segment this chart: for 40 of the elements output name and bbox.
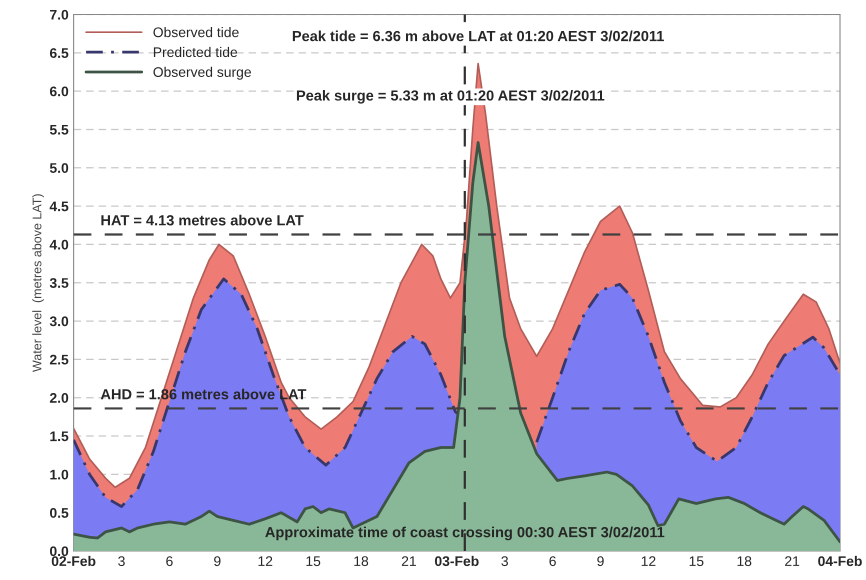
x-tick-label: 04-Feb [818, 556, 862, 566]
x-tick-label: 6 [549, 556, 556, 566]
legend-label: Observed tide [153, 27, 239, 38]
x-tick-label: 3 [118, 556, 125, 566]
y-tick-label: 7.0 [50, 10, 68, 20]
y-tick-label: 0.5 [50, 508, 68, 518]
annotation: Peak surge = 5.33 m at 01:20 AEST 3/02/2011 [296, 90, 604, 104]
y-tick-label: 2.5 [50, 354, 68, 365]
x-tick-label: 18 [738, 556, 752, 566]
y-tick-label: 4.5 [50, 202, 68, 212]
x-tick-label: 9 [597, 556, 604, 566]
x-tick-label: 21 [785, 556, 800, 566]
y-tick-label: 1.0 [50, 470, 68, 480]
ref-line-label: HAT = 4.13 metres above LAT [101, 214, 304, 226]
x-tick-label: 15 [690, 556, 704, 566]
y-tick-label: 5.0 [50, 163, 68, 173]
y-tick-label: 0.0 [50, 546, 68, 556]
y-tick-label: 6.5 [50, 48, 68, 58]
y-axis-title: Water level (metres above LAT) [32, 194, 44, 372]
y-tick-label: 4.0 [50, 240, 68, 250]
legend-label: Predicted tide [154, 46, 238, 58]
y-tick-label: 3.0 [50, 316, 68, 326]
x-tick-label: 18 [354, 556, 368, 566]
x-tick-label: 02-Feb [52, 556, 96, 566]
x-tick-label: 6 [166, 556, 173, 566]
x-tick-label: 12 [642, 556, 656, 566]
y-tick-label: 5.5 [50, 124, 68, 135]
x-tick-label: 21 [402, 556, 416, 566]
x-tick-label: 15 [306, 556, 320, 566]
y-tick-label: 1.5 [50, 432, 68, 442]
x-tick-label: 9 [214, 556, 221, 566]
y-tick-label: 3.5 [50, 278, 68, 288]
annotation: Peak tide = 6.36 m above LAT at 01:20 AEST 3/02/2011 [292, 30, 664, 42]
x-tick-label: 12 [258, 556, 272, 566]
x-tick-label: 3 [501, 556, 508, 566]
legend-label: Observed surge [153, 66, 251, 80]
y-tick-label: 6.0 [50, 86, 68, 96]
ref-line-label: Approximate time of coast crossing 00:30 AEST 3/02/2011 [265, 526, 664, 540]
x-tick-label: 03-Feb [434, 556, 479, 566]
y-tick-label: 2.0 [50, 393, 68, 403]
